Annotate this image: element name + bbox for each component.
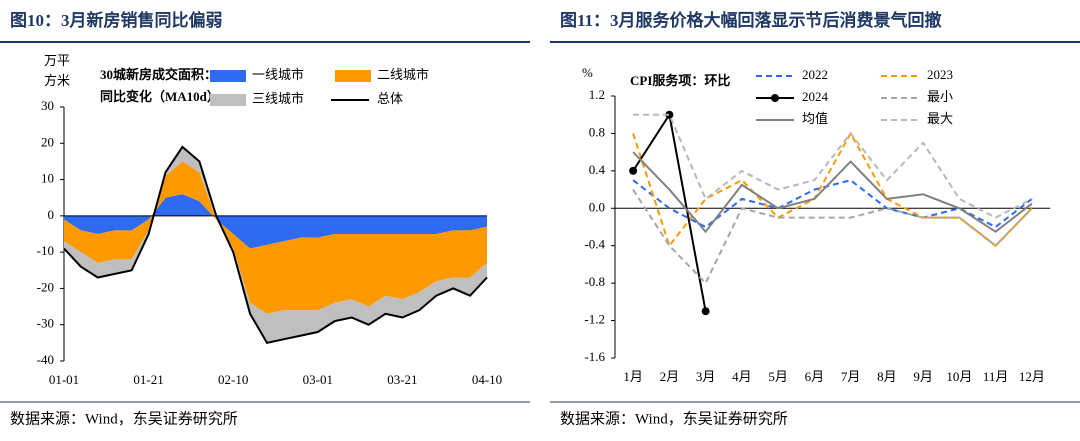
point [701,307,710,316]
annotation: CPI服务项：环比 [630,73,730,88]
legend-label: 2022 [802,67,828,82]
y-tick-label: -1.2 [584,312,605,327]
y-tick-label: -40 [37,352,54,367]
x-tick-label: 12月 [1019,369,1045,384]
y-tick-label: 0.8 [589,124,605,139]
x-tick-label: 8月 [877,369,897,384]
legend-label: 一线城市 [252,67,304,82]
x-tick-label: 11月 [983,369,1009,384]
x-tick-label: 01-21 [133,372,163,387]
legend-label: 均值 [802,111,828,126]
point [665,110,674,119]
annotation: 同比变化（MA10d） [100,89,220,104]
point [629,166,638,175]
legend-label: 2024 [802,89,829,104]
x-tick-label: 1月 [623,369,643,384]
y-axis-label: 方米 [44,73,70,88]
legend-swatch [335,70,371,82]
y-tick-label: 0.0 [589,199,605,214]
y-tick-label: -0.8 [584,274,605,289]
legend-marker [771,94,779,102]
x-tick-label: 5月 [768,369,788,384]
line [632,179,1033,229]
area [64,194,487,249]
x-tick-label: 04-10 [472,372,502,387]
x-tick-label: 2月 [660,369,680,384]
line [63,145,488,345]
line [632,189,1033,285]
x-tick-label: 7月 [841,369,861,384]
x-tick-label: 4月 [732,369,752,384]
y-tick-label: -20 [37,279,54,294]
line [633,113,1033,219]
x-tick-label: 02-10 [218,372,248,387]
legend-label: 二线城市 [377,67,429,82]
legend-label: 总体 [377,91,403,106]
line [632,151,1033,234]
y-tick-label: -0.4 [584,237,605,252]
x-tick-label: 03-01 [303,372,333,387]
legend-label: 最小 [927,89,953,104]
y-axis-label: 万平 [44,53,70,68]
y-axis-label: % [582,65,593,80]
x-tick-label: 03-21 [387,372,417,387]
x-tick-label: 10月 [946,369,972,384]
area [64,161,487,314]
y-tick-label: 20 [41,134,54,149]
line [632,131,1033,248]
line [632,112,707,312]
source: 数据来源：Wind，东吴证券研究所 [10,410,238,427]
y-tick-label: 30 [41,98,54,113]
legend-label: 2023 [927,67,953,82]
legend-label: 最大 [927,111,953,126]
chart-title: 图10：3月新房销售同比偏弱 [10,10,223,30]
annotation: 30城新房成交面积： [100,67,217,82]
x-tick-label: 3月 [696,369,716,384]
x-tick-label: 01-01 [49,372,79,387]
y-tick-label: 0 [48,207,55,222]
y-tick-label: 10 [41,171,54,186]
legend-swatch [210,70,246,82]
x-tick-label: 9月 [913,369,933,384]
y-tick-label: -1.6 [584,349,605,364]
legend-swatch [210,94,246,106]
y-tick-label: -30 [37,316,54,331]
y-tick-label: -10 [37,243,54,258]
y-tick-label: 1.2 [589,87,605,102]
chart-title: 图11：3月服务价格大幅回落显示节后消费景气回撤 [560,10,942,30]
y-tick-label: 0.4 [589,162,606,177]
source: 数据来源：Wind，东吴证券研究所 [560,410,788,427]
x-tick-label: 6月 [805,369,825,384]
legend-label: 三线城市 [252,91,304,106]
